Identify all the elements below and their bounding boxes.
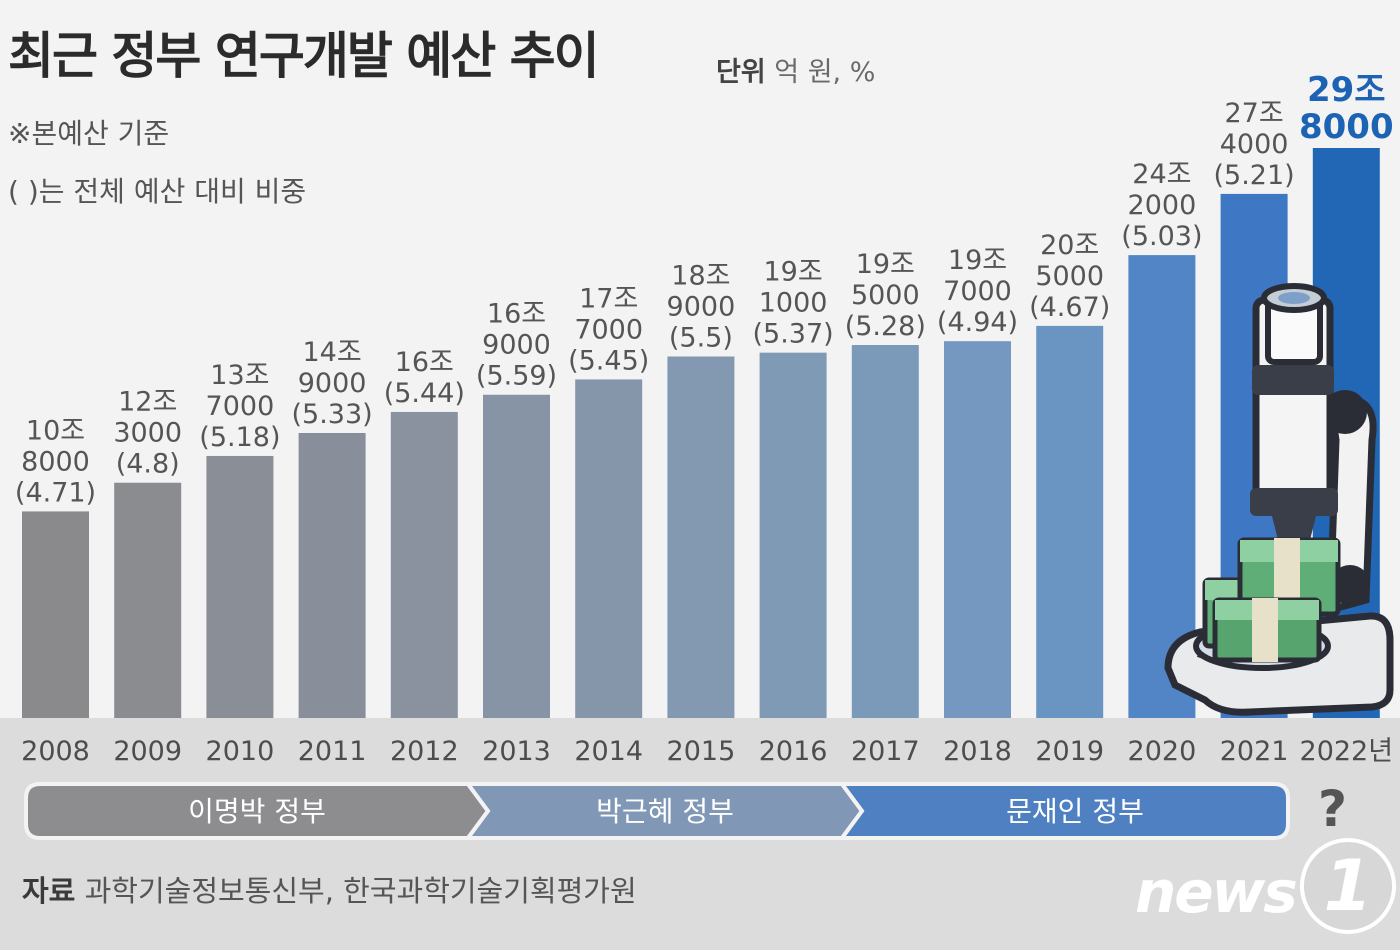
value-label: 5000 bbox=[1035, 261, 1104, 292]
value-label: 9000 bbox=[482, 330, 551, 361]
value-label: 17조 bbox=[579, 283, 638, 314]
bar-2009 bbox=[114, 482, 182, 718]
government-label: 이명박 정부 bbox=[188, 795, 326, 828]
bar-2014 bbox=[575, 379, 643, 718]
year-tick-label: 2018 bbox=[943, 736, 1012, 767]
value-label: (4.8) bbox=[116, 449, 180, 480]
unit-label-prefix: 단위 bbox=[716, 57, 766, 88]
bar-2019 bbox=[1036, 325, 1104, 718]
government-label: 박근혜 정부 bbox=[596, 795, 734, 828]
value-label: 10조 bbox=[26, 415, 85, 446]
value-label: 18조 bbox=[671, 260, 730, 291]
year-tick-label: 2019 bbox=[1035, 736, 1104, 767]
value-label: (5.5) bbox=[669, 322, 733, 353]
value-label: (5.18) bbox=[199, 422, 280, 453]
year-tick-label: 2014 bbox=[574, 736, 643, 767]
bar-2008 bbox=[22, 511, 89, 718]
year-tick-label: 2016 bbox=[759, 736, 828, 767]
value-label: 2000 bbox=[1128, 190, 1197, 221]
value-label: (5.28) bbox=[845, 311, 926, 342]
year-tick-label: 2017 bbox=[851, 736, 920, 767]
source-label: 자료 bbox=[22, 874, 76, 908]
year-tick-label: 2022년 bbox=[1300, 736, 1394, 767]
year-tick-label: 2021 bbox=[1220, 736, 1289, 767]
value-label: 16조 bbox=[395, 347, 454, 378]
bar-2017 bbox=[851, 345, 919, 718]
value-label: (5.33) bbox=[292, 399, 373, 430]
value-label: 20조 bbox=[1040, 230, 1099, 261]
value-label: 29조 bbox=[1307, 70, 1386, 110]
value-label: 16조 bbox=[487, 299, 546, 330]
year-tick-label: 2008 bbox=[21, 736, 90, 767]
bar-2012 bbox=[390, 411, 458, 718]
news1-logo-text: news bbox=[1135, 858, 1298, 926]
value-label: (5.59) bbox=[476, 361, 557, 392]
value-label: 14조 bbox=[302, 337, 361, 368]
value-label: 8000 bbox=[21, 446, 90, 477]
year-tick-label: 2013 bbox=[482, 736, 551, 767]
value-label: (5.45) bbox=[568, 345, 649, 376]
bar-2013 bbox=[483, 394, 550, 718]
news1-logo-badge: 1 bbox=[1300, 838, 1396, 934]
value-label: (4.67) bbox=[1029, 292, 1110, 323]
year-tick-label: 2011 bbox=[298, 736, 367, 767]
value-label: 8000 bbox=[1299, 107, 1394, 147]
value-label: (5.44) bbox=[384, 378, 465, 409]
value-label: (4.71) bbox=[15, 477, 96, 508]
value-label: 24조 bbox=[1132, 159, 1191, 190]
value-label: 27조 bbox=[1224, 98, 1283, 129]
year-tick-label: 2009 bbox=[113, 736, 182, 767]
government-label: 문재인 정부 bbox=[1006, 795, 1144, 828]
bar-2011 bbox=[298, 433, 366, 718]
share-note: ( )는 전체 예산 대비 비중 bbox=[8, 175, 307, 208]
year-tick-label: 2020 bbox=[1128, 736, 1197, 767]
page-title: 최근 정부 연구개발 예산 추이 bbox=[8, 27, 600, 85]
value-label: 19조 bbox=[763, 257, 822, 288]
year-tick-label: 2010 bbox=[206, 736, 275, 767]
microscope-illustration bbox=[1164, 283, 1394, 716]
value-label: 7000 bbox=[943, 276, 1012, 307]
year-tick-label: 2015 bbox=[667, 736, 736, 767]
bar-2016 bbox=[759, 352, 827, 718]
value-label: 1000 bbox=[759, 288, 828, 319]
unknown-government-mark: ? bbox=[1318, 780, 1348, 838]
value-label: 3000 bbox=[113, 418, 182, 449]
value-label: 5000 bbox=[851, 280, 920, 311]
value-label: 9000 bbox=[667, 291, 736, 322]
bar-2010 bbox=[206, 455, 274, 718]
value-label: (5.21) bbox=[1214, 160, 1295, 191]
unit-label: 단위 억 원, % bbox=[716, 50, 875, 89]
value-label: (5.37) bbox=[753, 319, 834, 350]
value-label: 19조 bbox=[856, 249, 915, 280]
value-label: (4.94) bbox=[937, 307, 1018, 338]
value-label: 19조 bbox=[948, 245, 1007, 276]
value-label: (5.03) bbox=[1121, 221, 1202, 252]
government-segment bbox=[838, 782, 1290, 840]
source-text: 과학기술정보통신부, 한국과학기술기획평가원 bbox=[84, 874, 637, 908]
bar-2018 bbox=[944, 341, 1011, 718]
value-label: 7000 bbox=[206, 391, 275, 422]
government-segment bbox=[24, 782, 491, 840]
value-label: 4000 bbox=[1220, 129, 1289, 160]
value-label: 13조 bbox=[210, 360, 269, 391]
budget-basis-note: ※본예산 기준 bbox=[8, 117, 170, 150]
value-label: 12조 bbox=[118, 387, 177, 418]
value-label: 9000 bbox=[298, 368, 367, 399]
value-label: 7000 bbox=[574, 314, 643, 345]
unit-label-value: 억 원, % bbox=[774, 57, 876, 88]
source-note: 자료 과학기술정보통신부, 한국과학기술기획평가원 bbox=[22, 868, 637, 910]
bar-2015 bbox=[667, 356, 735, 718]
year-tick-label: 2012 bbox=[390, 736, 459, 767]
